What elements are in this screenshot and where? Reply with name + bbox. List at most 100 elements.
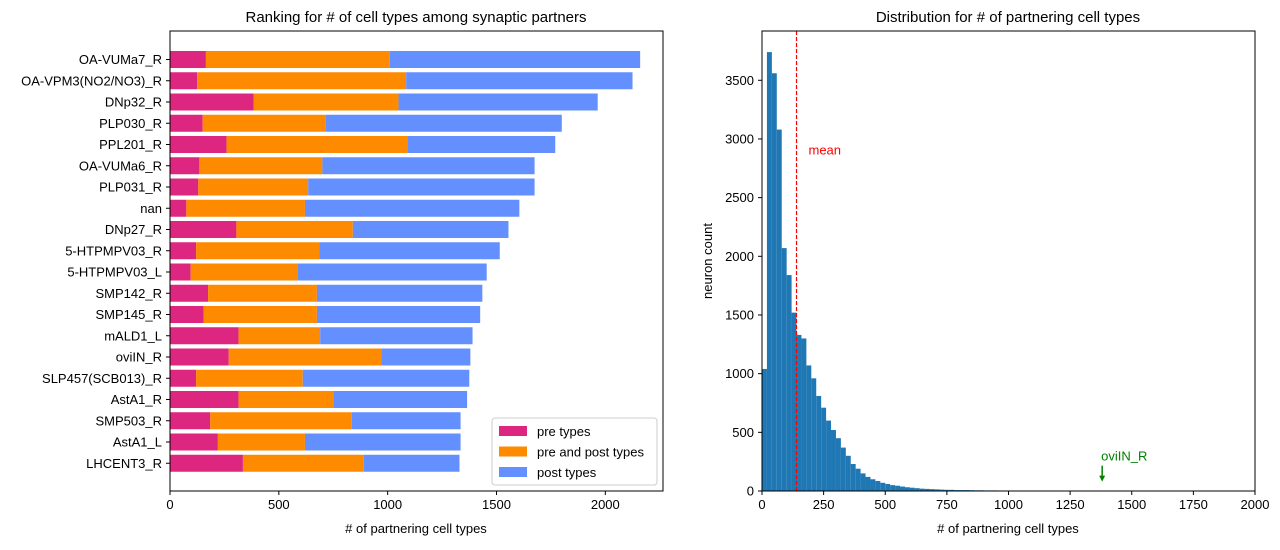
bar-segment: [236, 221, 352, 238]
ranking-bars: [170, 51, 640, 472]
histogram-bar: [851, 464, 856, 491]
bar-segment: [170, 136, 227, 153]
histogram-bar: [905, 487, 910, 491]
y-tick-label: OA-VUMa7_R: [79, 52, 162, 67]
histogram-bar: [787, 275, 792, 491]
y-tick-label: AstA1_L: [113, 435, 162, 450]
y-tick-label: SMP142_R: [96, 286, 162, 301]
histogram-bar: [856, 469, 861, 491]
legend-swatch: [499, 467, 527, 477]
x-tick-label: 500: [874, 497, 896, 512]
y-tick-label: 0: [747, 484, 754, 499]
oviIN-label: oviIN_R: [1101, 449, 1147, 464]
x-tick-label: 1500: [482, 497, 511, 512]
histogram-bar: [866, 477, 871, 491]
bar-segment: [206, 51, 390, 68]
bar-segment: [303, 370, 470, 387]
bar-segment: [204, 306, 317, 323]
bar-segment: [381, 349, 470, 366]
bar-segment: [170, 306, 204, 323]
histogram-bar: [762, 369, 767, 491]
y-tick-label: OA-VUMa6_R: [79, 158, 162, 173]
legend-label: pre and post types: [537, 445, 644, 460]
x-tick-label: 1500: [1117, 497, 1146, 512]
bar-segment: [353, 221, 509, 238]
histogram-bar: [890, 485, 895, 491]
legend-label: post types: [537, 465, 597, 480]
bar-segment: [239, 391, 334, 408]
legend-label: pre types: [537, 424, 591, 439]
bar-segment: [308, 179, 534, 196]
y-tick-label: OA-VPM3(NO2/NO3)_R: [21, 73, 162, 88]
bar-segment: [203, 115, 326, 132]
mean-label: mean: [809, 143, 842, 158]
y-tick-label: LHCENT3_R: [86, 456, 162, 471]
histogram-bar: [870, 479, 875, 491]
distribution-y-axis-label: neuron count: [700, 223, 715, 299]
y-tick-label: AstA1_R: [111, 392, 162, 407]
histogram-bar: [772, 73, 777, 491]
histogram-bar: [885, 484, 890, 491]
y-tick-label: DNp27_R: [105, 222, 162, 237]
y-tick-label: 1000: [725, 366, 754, 381]
bar-segment: [322, 157, 534, 174]
bar-segment: [170, 434, 218, 451]
bar-segment: [319, 242, 500, 259]
y-tick-label: SLP457(SCB013)_R: [42, 371, 162, 386]
legend-swatch: [499, 426, 527, 436]
x-tick-label: 1750: [1179, 497, 1208, 512]
bar-segment: [170, 327, 239, 344]
distribution-chart: Distribution for # of partnering cell ty…: [700, 9, 1269, 536]
bar-segment: [254, 94, 399, 111]
histogram-bar: [861, 473, 866, 491]
x-tick-label: 500: [268, 497, 290, 512]
histogram-bar: [816, 396, 821, 491]
y-tick-label: SMP145_R: [96, 307, 162, 322]
histogram-bar: [777, 130, 782, 491]
x-tick-label: 0: [166, 497, 173, 512]
histogram-bar: [875, 481, 880, 491]
y-tick-label: 5-HTPMPV03_L: [67, 265, 162, 280]
oviIN-arrow-head: [1099, 476, 1105, 482]
bar-segment: [198, 179, 308, 196]
distribution-plot-frame: [762, 31, 1255, 491]
ranking-y-ticks: OA-VUMa7_ROA-VPM3(NO2/NO3)_RDNp32_RPLP03…: [21, 52, 170, 471]
histogram-bar: [880, 483, 885, 491]
bar-segment: [390, 51, 640, 68]
bar-segment: [170, 115, 203, 132]
y-tick-label: oviIN_R: [116, 350, 162, 365]
bar-segment: [170, 455, 243, 472]
bar-segment: [352, 412, 461, 429]
bar-segment: [326, 115, 562, 132]
bar-segment: [186, 200, 305, 217]
bar-segment: [191, 264, 298, 281]
x-tick-label: 1000: [994, 497, 1023, 512]
y-tick-label: PPL201_R: [99, 137, 162, 152]
bar-segment: [196, 242, 319, 259]
x-tick-label: 750: [936, 497, 958, 512]
histogram-bar: [900, 487, 905, 491]
bar-segment: [364, 455, 460, 472]
y-tick-label: 5-HTPMPV03_R: [65, 243, 162, 258]
bar-segment: [333, 391, 467, 408]
bar-segment: [170, 264, 191, 281]
bar-segment: [197, 72, 406, 89]
bar-segment: [170, 370, 196, 387]
y-tick-label: mALD1_L: [104, 328, 162, 343]
bar-segment: [320, 327, 472, 344]
x-tick-label: 1000: [373, 497, 402, 512]
bar-segment: [317, 306, 480, 323]
bar-segment: [229, 349, 381, 366]
bar-segment: [170, 157, 199, 174]
histogram-bar: [895, 486, 900, 491]
x-tick-label: 1250: [1056, 497, 1085, 512]
bar-segment: [407, 136, 555, 153]
bar-segment: [170, 242, 196, 259]
bar-segment: [317, 285, 482, 302]
y-tick-label: 3500: [725, 73, 754, 88]
bar-segment: [297, 264, 486, 281]
